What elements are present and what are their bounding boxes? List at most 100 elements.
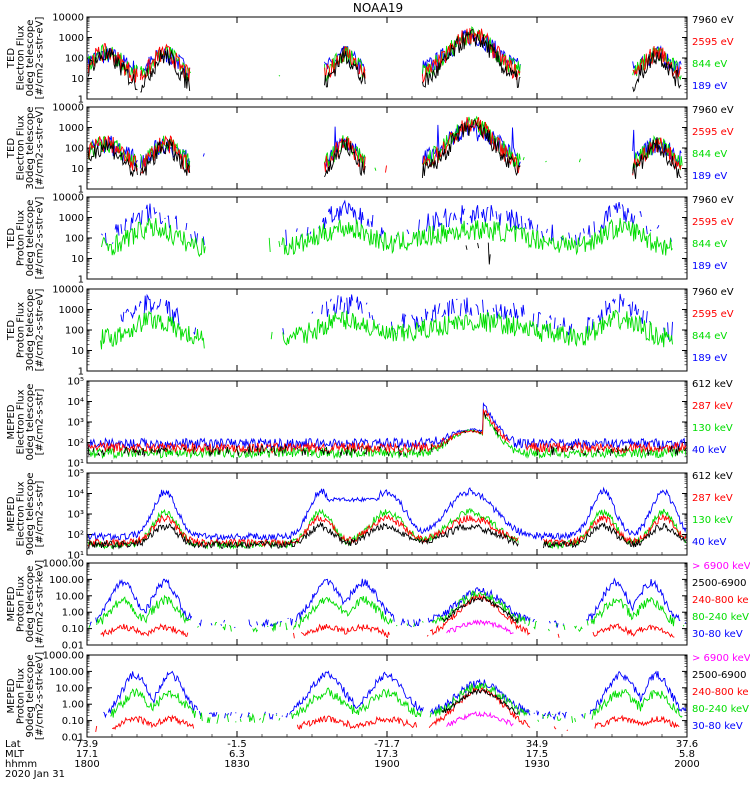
y-tick-label: 10⁵ — [67, 469, 84, 480]
panel-7: 0.01 0.10 1.00 10.00 100.00 1000.00 MEPEDProto… — [6, 559, 750, 652]
series-group — [88, 401, 686, 460]
legend-entry: 287 keV — [692, 493, 733, 504]
legend-entry: > 6900 keV — [692, 653, 750, 664]
y-tick-label: 1000 — [59, 33, 84, 44]
y-tick-label: 1 — [78, 95, 84, 106]
y-tick-label: 1000 — [59, 123, 84, 134]
legend-entry: 80-240 keV — [692, 612, 749, 623]
y-axis-label-line: Electron Flux — [16, 25, 27, 90]
legend-entry: 130 keV — [692, 515, 733, 526]
x-row-value: 1900 — [374, 759, 399, 770]
series-group — [96, 670, 686, 732]
y-axis-label-line: TED — [6, 48, 17, 69]
legend-entry: 30-80 keV — [692, 629, 743, 640]
x-row-value: 17.3 — [376, 749, 398, 760]
y-axis-label-line: [#/cm2-s-str-keV] — [35, 560, 46, 648]
y-tick-label: 100 — [65, 326, 84, 337]
y-axis-label-line: Proton Flux — [16, 668, 27, 724]
series-line — [446, 710, 514, 727]
legend-entry: 240-800 ke — [692, 595, 749, 606]
series-line — [441, 596, 519, 624]
y-tick-label: 10¹ — [67, 551, 84, 562]
legend-entry: 80-240 keV — [692, 704, 749, 715]
y-axis-label-line: [#/cm2-s-str-eV] — [35, 107, 46, 190]
y-axis-label-line: Proton Flux — [16, 576, 27, 632]
y-tick-label: 10000 — [52, 193, 84, 204]
legend-entry: 844 eV — [692, 331, 727, 342]
x-row-value: 5.8 — [679, 749, 695, 760]
series-group — [88, 27, 687, 92]
legend-entry: 30-80 keV — [692, 721, 743, 732]
y-tick-label: 1 — [78, 367, 84, 378]
y-tick-label: 100.00 — [49, 575, 84, 586]
legend-entry: 2500-6900 — [692, 578, 747, 589]
x-row-value: 2000 — [674, 759, 699, 770]
x-row-value: 1930 — [524, 759, 549, 770]
y-tick-label: 10 — [71, 254, 84, 265]
legend-entry: 130 keV — [692, 423, 733, 434]
y-tick-label: 10.00 — [55, 591, 84, 602]
y-axis-label-line: 30deg telescope — [25, 288, 36, 371]
legend-entry: 7960 eV — [692, 105, 734, 116]
x-row-value: -1.5 — [227, 739, 247, 750]
x-row-value: 1800 — [74, 759, 99, 770]
y-axis-label-line: 0deg telescope — [25, 20, 36, 97]
legend-entry: 612 keV — [692, 379, 733, 390]
series-line — [101, 594, 677, 638]
y-tick-label: 1000.00 — [43, 651, 84, 662]
y-tick-label: 1 — [78, 185, 84, 196]
y-tick-label: 100 — [65, 54, 84, 65]
y-tick-label: 10³ — [67, 510, 84, 521]
series-line — [88, 28, 682, 83]
series-line — [88, 521, 686, 550]
y-tick-label: 10000 — [52, 285, 84, 296]
series-line — [89, 577, 686, 629]
y-tick-label: 10000 — [52, 13, 84, 24]
y-tick-label: 10³ — [67, 418, 84, 429]
legend-entry: 844 eV — [692, 239, 727, 250]
series-line — [100, 309, 686, 350]
legend-entry: 189 eV — [692, 171, 727, 182]
panel-8: 0.01 0.10 1.00 10.00 100.00 1000.00 MEPEDProto… — [6, 651, 750, 744]
x-row-value: 37.6 — [676, 739, 698, 750]
y-axis-label-line: [#/cm2-s-str-eV] — [35, 289, 46, 372]
y-tick-label: 10⁵ — [67, 377, 84, 388]
series-line — [103, 670, 686, 721]
series-group — [101, 199, 688, 265]
panel-frame — [86, 16, 688, 100]
y-axis-label-line: [#/cm2-s-str-eV] — [35, 17, 46, 100]
legend-entry: 240-800 ke — [692, 687, 749, 698]
y-tick-label: 10000 — [52, 103, 84, 114]
x-row-value: 73.9 — [76, 739, 98, 750]
y-tick-label: 1000 — [59, 213, 84, 224]
series-line — [88, 119, 682, 179]
series-group — [88, 486, 686, 550]
y-axis-label-line: TED — [6, 228, 17, 249]
y-axis-label-line: 0deg telescope — [25, 566, 36, 643]
series-group — [88, 577, 686, 639]
y-tick-label: 1000 — [59, 305, 84, 316]
x-row-value: -71.7 — [374, 739, 400, 750]
y-tick-label: 10² — [67, 438, 84, 449]
y-axis-label-line: [#/cm2-s-str] — [35, 388, 46, 455]
legend-entry: 2500-6900 — [692, 670, 747, 681]
legend-entry: 189 eV — [692, 353, 727, 364]
y-tick-label: 0.01 — [62, 733, 84, 744]
legend-entry: 7960 eV — [692, 287, 734, 298]
series-line — [101, 199, 672, 246]
y-axis-label-line: Proton Flux — [16, 302, 27, 358]
y-tick-label: 10⁴ — [67, 489, 84, 500]
series-line — [88, 401, 686, 451]
y-tick-label: 10⁴ — [67, 397, 84, 408]
y-tick-label: 0.01 — [62, 641, 84, 652]
series-line — [88, 115, 683, 172]
y-tick-label: 10 — [71, 346, 84, 357]
series-line — [88, 411, 686, 460]
date-label: 2020 Jan 31 — [5, 769, 65, 780]
series-line — [446, 619, 514, 635]
